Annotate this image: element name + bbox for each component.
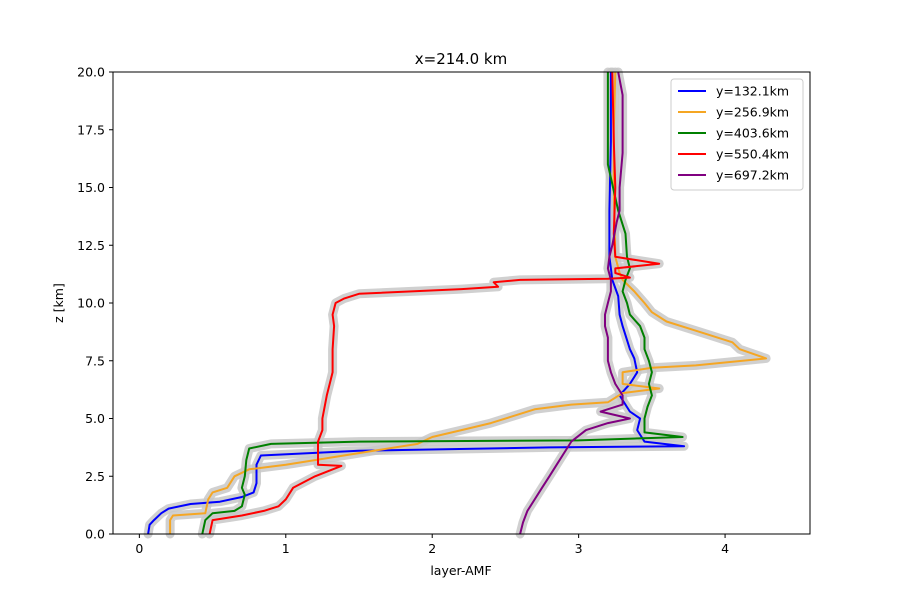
- legend-label-5: y=697.2km: [716, 168, 789, 183]
- y-tick-label: 12.5: [77, 238, 105, 253]
- y-tick-label: 15.0: [77, 180, 105, 195]
- y-tick-label: 5.0: [85, 411, 105, 426]
- legend-label-1: y=132.1km: [716, 84, 789, 99]
- x-tick-label: 0: [135, 541, 143, 556]
- x-axis-label: layer-AMF: [430, 563, 491, 578]
- series-line-1: [147, 72, 686, 535]
- x-tick-label: 2: [428, 541, 436, 556]
- series-line-5: [519, 71, 631, 535]
- series-lines: [147, 71, 768, 535]
- y-tick-label: 0.0: [85, 527, 105, 542]
- legend-label-4: y=550.4km: [716, 147, 789, 162]
- y-axis-label: z [km]: [51, 283, 66, 323]
- series-line-4: [208, 71, 661, 535]
- x-tick-label: 1: [282, 541, 290, 556]
- y-tick-label: 20.0: [77, 65, 105, 80]
- x-tick-label: 4: [721, 541, 729, 556]
- y-tick-label: 10.0: [77, 296, 105, 311]
- legend: y=132.1km y=256.9km y=403.6km y=550.4km y=69…: [670, 78, 804, 191]
- y-axis: 0.0 2.5 5.0 7.5 10.0 12.5 15.0 17.5 20.0: [77, 65, 113, 542]
- x-tick-label: 3: [575, 541, 583, 556]
- series-line-2: [169, 71, 768, 534]
- legend-box: [670, 78, 804, 191]
- legend-label-2: y=256.9km: [716, 105, 789, 120]
- series-line-3: [201, 72, 684, 535]
- x-axis: 0 1 2 3 4: [135, 534, 729, 556]
- chart-title: x=214.0 km: [415, 50, 507, 68]
- y-tick-label: 2.5: [85, 469, 105, 484]
- y-tick-label: 17.5: [77, 122, 105, 137]
- legend-label-3: y=403.6km: [716, 126, 789, 141]
- y-tick-label: 7.5: [85, 353, 105, 368]
